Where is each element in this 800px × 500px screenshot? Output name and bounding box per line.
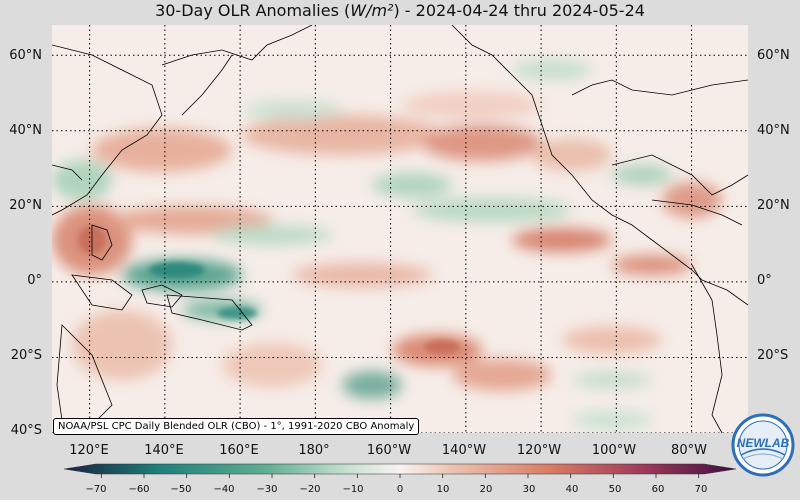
lat-label-right: 60°N [757,48,790,63]
coastlines [52,25,748,433]
lon-label: 160°E [219,443,259,458]
colorbar-tick-label: −60 [128,484,150,495]
lat-label-left: 20°S [10,348,42,363]
lat-label-left: 40°S [10,423,42,438]
anomaly-cores [78,226,460,354]
lat-label-right: 0° [757,273,772,288]
data-credit: NOAA/PSL CPC Daily Blended OLR (CBO) - 1… [53,418,420,435]
colorbar-tick-label: 0 [396,484,404,495]
olr-anomaly-map [52,25,748,433]
colorbar-tick-label: −40 [213,484,235,495]
colorbar-tick-label: −50 [170,484,192,495]
anomaly-field [52,60,722,430]
lat-label-left: 60°N [9,48,42,63]
colorbar-tick-label: −20 [299,484,321,495]
lat-label-left: 40°N [9,123,42,138]
lat-label-right: 40°N [757,123,790,138]
svg-text:NEWLAB: NEWLAB [737,436,790,450]
colorbar-tick-label: 50 [608,484,622,495]
colorbar-tick-label: 60 [651,484,665,495]
lat-label-left: 20°N [9,198,42,213]
lon-label: 180° [298,443,330,458]
colorbar-tick-label: 30 [522,484,536,495]
colorbar-tickmarks [100,474,700,478]
lon-label: 120°W [516,443,562,458]
lon-label: 140°E [144,443,184,458]
colorbar-tick-label: 40 [565,484,579,495]
colorbar-tick-label: 20 [479,484,493,495]
lon-label: 160°W [366,443,412,458]
colorbar-tick-label: 10 [436,484,450,495]
lat-label-right: 20°S [757,348,789,363]
colorbar [63,463,737,478]
lat-label-left: 0° [27,273,42,288]
colorbar-tick-label: −70 [85,484,107,495]
colorbar-bar [63,463,737,475]
map-panel[interactable] [52,25,748,433]
map-title: 30-Day OLR Anomalies (W/m²) - 2024-04-24… [155,1,645,20]
lon-label: 140°W [441,443,487,458]
colorbar-tick-label: −30 [256,484,278,495]
colorbar-tick-label: 70 [694,484,708,495]
lon-label: 120°E [69,443,109,458]
colorbar-tick-label: −10 [342,484,364,495]
lon-label: 100°W [591,443,637,458]
newlab-logo[interactable]: NEWLAB [731,413,795,477]
graticule [52,25,748,433]
lat-label-right: 20°N [757,198,790,213]
lon-label: 80°W [671,443,707,458]
